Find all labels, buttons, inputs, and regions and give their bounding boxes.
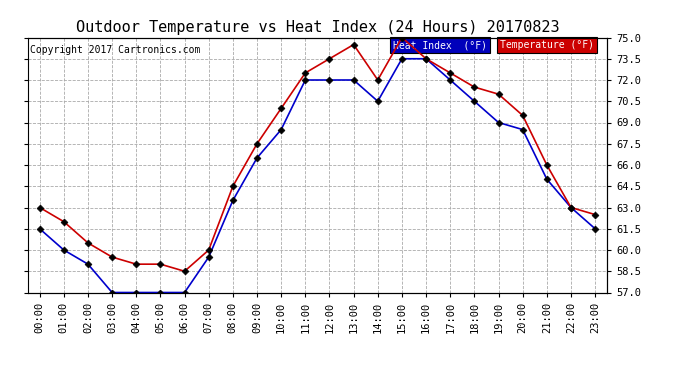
Text: Copyright 2017 Cartronics.com: Copyright 2017 Cartronics.com	[30, 45, 201, 55]
Text: Heat Index  (°F): Heat Index (°F)	[393, 40, 486, 50]
Title: Outdoor Temperature vs Heat Index (24 Hours) 20170823: Outdoor Temperature vs Heat Index (24 Ho…	[76, 20, 559, 35]
Text: Temperature (°F): Temperature (°F)	[500, 40, 594, 50]
